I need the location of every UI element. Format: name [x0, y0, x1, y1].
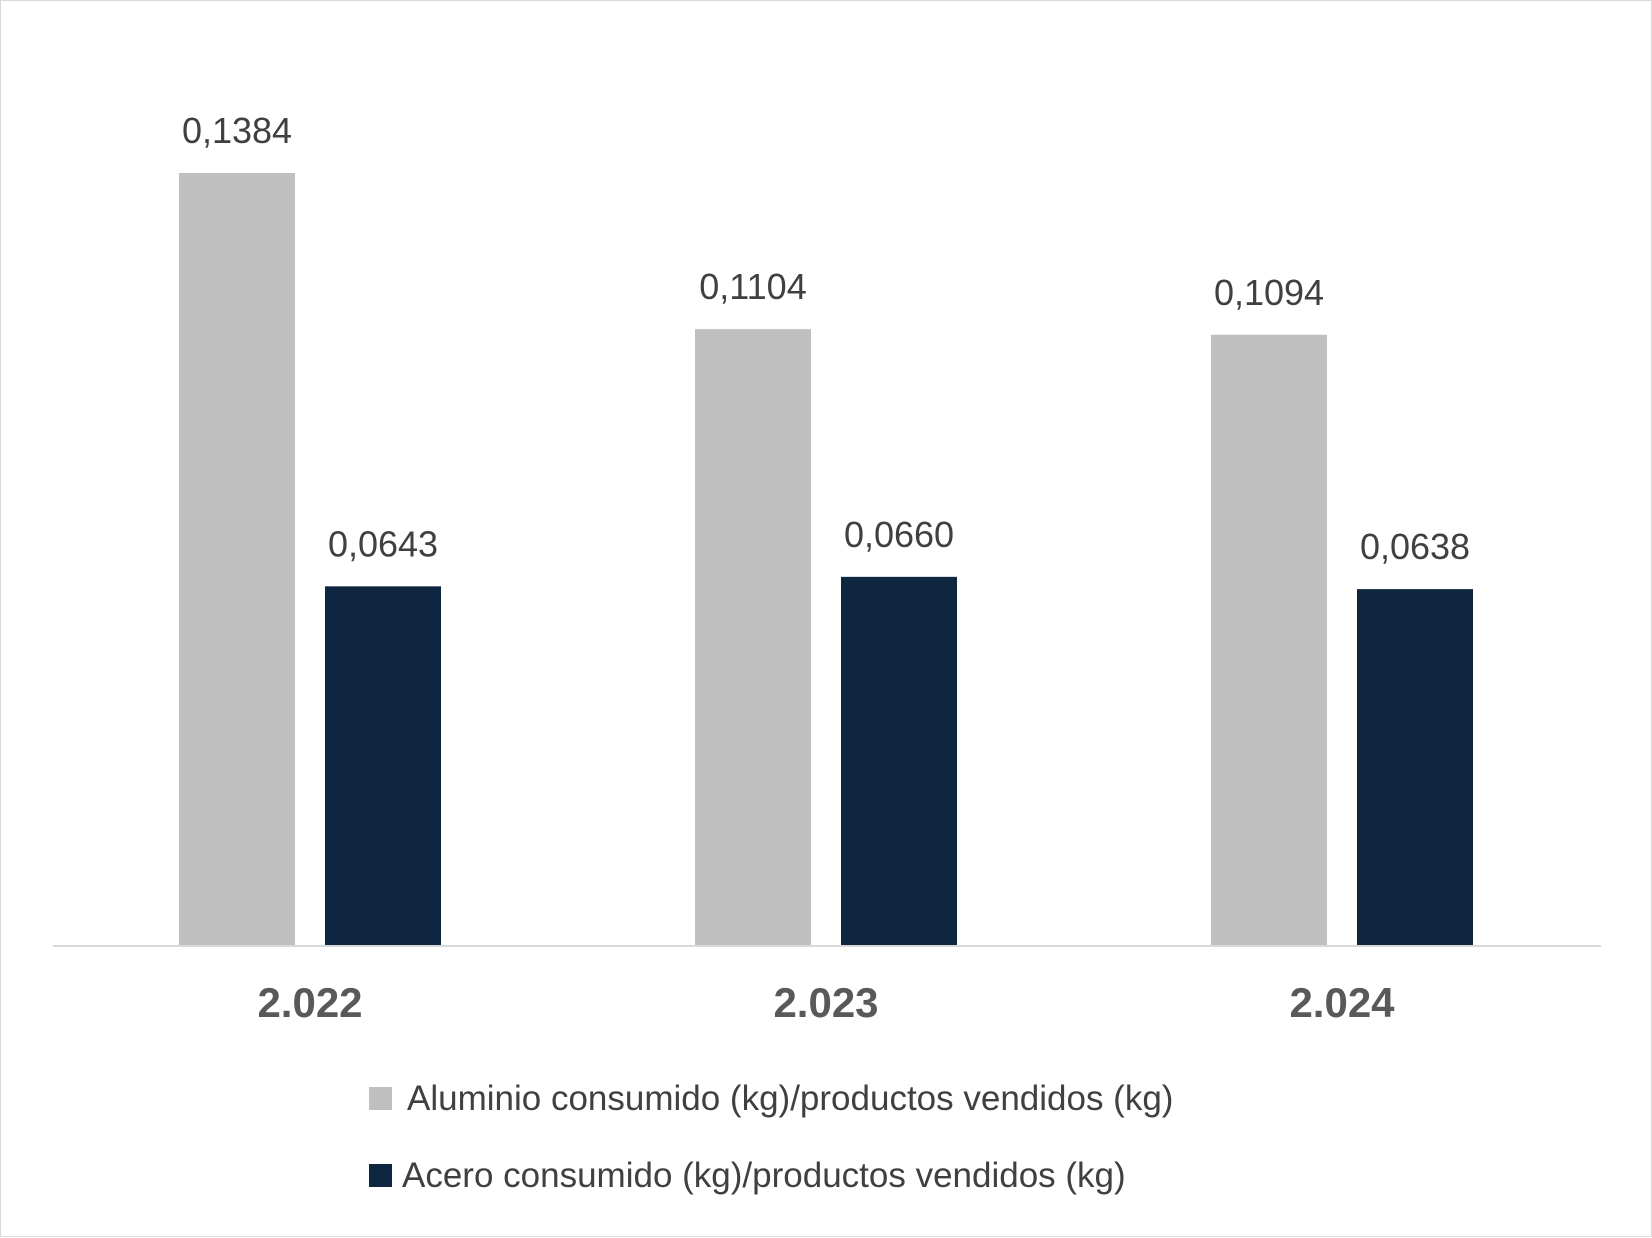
bar-series2-2.022 — [325, 586, 441, 945]
data-labels-group: 0,1384 0,1104 0,1094 0,0643 0,0660 0,0638 — [182, 110, 1470, 567]
x-tick-label-2.022: 2.022 — [257, 979, 362, 1026]
x-tick-label-2.023: 2.023 — [773, 979, 878, 1026]
legend-label-series2: Acero consumido (kg)/productos vendidos … — [402, 1156, 1126, 1195]
legend-swatch-series2 — [369, 1164, 392, 1187]
bar-series2-2.023 — [841, 576, 957, 945]
bar-series1-2.024 — [1211, 334, 1327, 945]
data-label-series1-2.023: 0,1104 — [699, 266, 806, 307]
data-label-series1-2.022: 0,1384 — [182, 110, 292, 151]
bars-group — [179, 173, 1473, 946]
x-tick-label-2.024: 2.024 — [1289, 979, 1395, 1026]
data-label-series2-2.022: 0,0643 — [328, 523, 438, 564]
bar-series2-2.024 — [1357, 589, 1473, 945]
data-label-series2-2.024: 0,0638 — [1360, 526, 1470, 567]
data-label-series2-2.023: 0,0660 — [844, 514, 954, 555]
x-tick-labels-group: 2.022 2.023 2.024 — [257, 979, 1395, 1026]
bar-series1-2.022 — [179, 173, 295, 945]
legend-label-series1: Aluminio consumido (kg)/productos vendid… — [407, 1079, 1173, 1118]
legend: Aluminio consumido (kg)/productos vendid… — [369, 1079, 1173, 1195]
data-label-series1-2.024: 0,1094 — [1214, 272, 1324, 313]
legend-swatch-series1 — [369, 1087, 392, 1110]
bar-series1-2.023 — [695, 329, 811, 946]
